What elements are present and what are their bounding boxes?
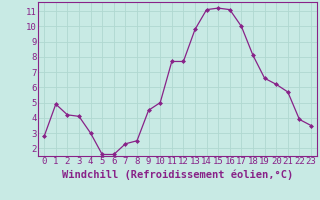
X-axis label: Windchill (Refroidissement éolien,°C): Windchill (Refroidissement éolien,°C) [62,169,293,180]
